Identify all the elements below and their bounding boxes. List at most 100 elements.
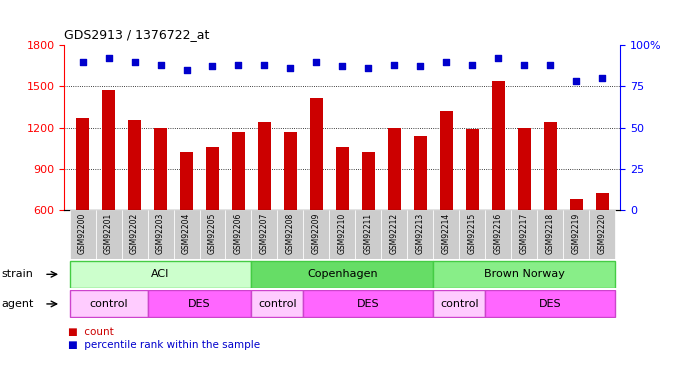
Text: ■  count: ■ count <box>68 327 113 338</box>
Point <box>77 58 88 64</box>
Text: ACI: ACI <box>151 269 170 279</box>
Text: control: control <box>440 299 479 309</box>
Text: control: control <box>258 299 297 309</box>
Text: GSM92202: GSM92202 <box>130 212 139 254</box>
Bar <box>459 210 485 259</box>
Point <box>467 62 478 68</box>
Point <box>337 63 348 69</box>
Bar <box>180 152 193 210</box>
Text: GSM92206: GSM92206 <box>234 212 243 254</box>
Point <box>311 58 322 64</box>
Point <box>155 62 166 68</box>
Bar <box>537 210 563 259</box>
Bar <box>570 199 582 210</box>
Text: GSM92218: GSM92218 <box>546 212 555 254</box>
Bar <box>154 128 167 210</box>
Bar <box>284 132 297 210</box>
Text: DES: DES <box>539 299 561 309</box>
Bar <box>232 132 245 210</box>
Bar <box>518 128 531 210</box>
Bar <box>310 98 323 210</box>
Point <box>129 58 140 64</box>
Bar <box>433 291 485 317</box>
Bar <box>589 210 615 259</box>
Text: Copenhagen: Copenhagen <box>307 269 378 279</box>
Bar <box>596 193 609 210</box>
Point <box>519 62 530 68</box>
Bar <box>252 261 433 288</box>
Text: GDS2913 / 1376722_at: GDS2913 / 1376722_at <box>64 28 210 41</box>
Bar <box>70 210 96 259</box>
Bar <box>128 120 141 210</box>
Text: GSM92208: GSM92208 <box>286 212 295 254</box>
Text: GSM92216: GSM92216 <box>494 212 503 254</box>
Point <box>181 67 192 73</box>
Text: strain: strain <box>1 269 33 279</box>
Bar <box>148 210 174 259</box>
Bar <box>76 118 89 210</box>
Bar <box>252 210 277 259</box>
Bar <box>121 210 148 259</box>
Text: DES: DES <box>188 299 211 309</box>
Point <box>571 78 582 84</box>
Bar <box>355 210 381 259</box>
Point <box>441 58 452 64</box>
Text: DES: DES <box>357 299 380 309</box>
Text: GSM92219: GSM92219 <box>572 212 580 254</box>
Text: agent: agent <box>1 299 34 309</box>
Point <box>389 62 400 68</box>
Text: ■  percentile rank within the sample: ■ percentile rank within the sample <box>68 340 260 350</box>
Bar <box>174 210 199 259</box>
Bar <box>148 291 252 317</box>
Bar <box>206 147 219 210</box>
Bar <box>492 81 504 210</box>
Point <box>493 55 504 61</box>
Bar <box>388 128 401 210</box>
Bar <box>336 147 349 210</box>
Bar <box>277 210 304 259</box>
Text: GSM92209: GSM92209 <box>312 212 321 254</box>
Text: GSM92205: GSM92205 <box>208 212 217 254</box>
Bar <box>381 210 407 259</box>
Point <box>259 62 270 68</box>
Point <box>363 65 374 71</box>
Text: GSM92211: GSM92211 <box>364 212 373 254</box>
Bar <box>511 210 537 259</box>
Bar <box>102 90 115 210</box>
Bar <box>199 210 226 259</box>
Point <box>233 62 244 68</box>
Point <box>103 55 114 61</box>
Text: GSM92215: GSM92215 <box>468 212 477 254</box>
Bar <box>485 210 511 259</box>
Bar <box>433 261 615 288</box>
Text: GSM92207: GSM92207 <box>260 212 269 254</box>
Text: GSM92214: GSM92214 <box>442 212 451 254</box>
Bar <box>362 152 375 210</box>
Point <box>285 65 296 71</box>
Bar <box>258 122 271 210</box>
Text: GSM92203: GSM92203 <box>156 212 165 254</box>
Bar <box>407 210 433 259</box>
Point <box>415 63 426 69</box>
Bar <box>304 210 330 259</box>
Bar <box>485 291 615 317</box>
Bar <box>252 291 304 317</box>
Text: control: control <box>89 299 128 309</box>
Text: GSM92204: GSM92204 <box>182 212 191 254</box>
Bar <box>414 136 427 210</box>
Bar <box>466 129 479 210</box>
Text: GSM92200: GSM92200 <box>78 212 87 254</box>
Text: GSM92201: GSM92201 <box>104 212 113 254</box>
Bar <box>330 210 355 259</box>
Text: GSM92213: GSM92213 <box>416 212 425 254</box>
Bar <box>226 210 252 259</box>
Text: GSM92217: GSM92217 <box>520 212 529 254</box>
Point <box>597 75 607 81</box>
Bar <box>304 291 433 317</box>
Bar <box>433 210 459 259</box>
Bar <box>70 261 252 288</box>
Bar <box>563 210 589 259</box>
Text: GSM92220: GSM92220 <box>598 212 607 254</box>
Text: Brown Norway: Brown Norway <box>484 269 565 279</box>
Point <box>545 62 556 68</box>
